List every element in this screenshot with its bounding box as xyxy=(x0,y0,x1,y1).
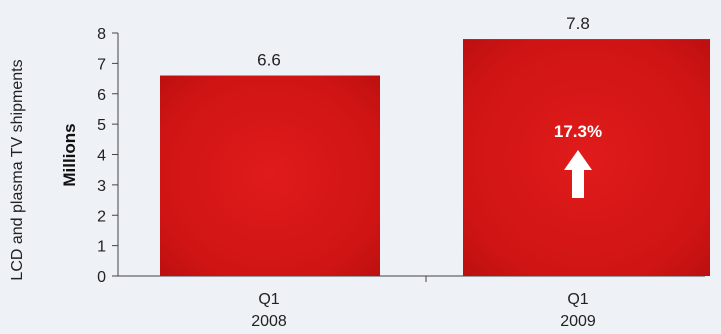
y-tick-label: 6 xyxy=(97,87,106,104)
bar-1 xyxy=(160,75,380,277)
value-label-2: 7.8 xyxy=(566,14,590,33)
y-tick-label: 2 xyxy=(97,208,106,225)
growth-callout: 17.3% xyxy=(554,122,602,141)
category-label-quarter-1: Q1 xyxy=(258,291,279,308)
category-label-year-2: 2009 xyxy=(560,313,596,330)
y-tick-label: 0 xyxy=(97,269,106,286)
category-label-quarter-2: Q1 xyxy=(567,291,588,308)
y-tick-label: 8 xyxy=(97,26,106,43)
y-axis-title: Millions xyxy=(60,123,79,186)
y-tick-label: 1 xyxy=(97,239,106,256)
y-tick-label: 4 xyxy=(97,148,106,165)
side-label: LCD and plasma TV shipments xyxy=(9,59,26,280)
y-tick-label: 3 xyxy=(97,178,106,195)
y-tick-label: 5 xyxy=(97,117,106,134)
y-tick-label: 7 xyxy=(97,56,106,73)
up-arrow-icon xyxy=(564,150,592,198)
value-labels: 6.6 7.8 xyxy=(257,14,590,69)
category-labels: Q1 2008 Q1 2009 xyxy=(251,291,596,330)
category-label-year-1: 2008 xyxy=(251,313,287,330)
bar-2 xyxy=(463,39,710,277)
bars xyxy=(160,39,710,277)
value-label-1: 6.6 xyxy=(257,51,281,70)
